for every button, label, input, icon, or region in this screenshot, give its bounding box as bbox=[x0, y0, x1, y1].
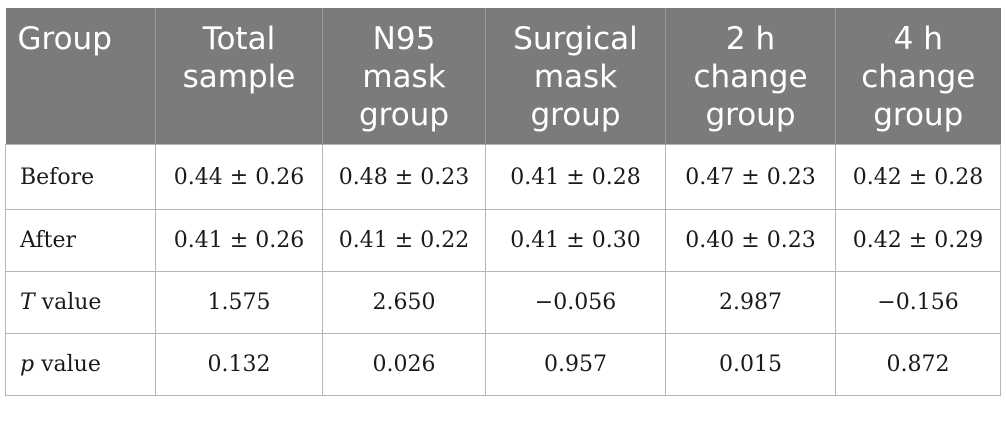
header-row: Group Total sample N95 mask group Surgic… bbox=[5, 8, 1001, 145]
cell-p-2h: 0.015 bbox=[665, 333, 836, 396]
row-label-p-value: p value bbox=[5, 333, 156, 396]
row-label-before: Before bbox=[5, 144, 156, 210]
row-label-p-italic: p bbox=[20, 352, 35, 377]
row-label-t-italic: T bbox=[20, 290, 35, 315]
cell-after-4h: 0.42 ± 0.29 bbox=[835, 209, 1001, 272]
table-row-after: After 0.41 ± 0.26 0.41 ± 0.22 0.41 ± 0.3… bbox=[5, 209, 1001, 272]
row-label-after: After bbox=[5, 209, 156, 272]
header-2h-change-group: 2 h change group bbox=[665, 8, 836, 145]
cell-p-surgical: 0.957 bbox=[485, 333, 666, 396]
cell-after-surgical: 0.41 ± 0.30 bbox=[485, 209, 666, 272]
cell-p-n95: 0.026 bbox=[322, 333, 486, 396]
header-2h-line-2: change bbox=[693, 59, 808, 95]
cell-t-surgical: −0.056 bbox=[485, 271, 666, 334]
cell-t-total: 1.575 bbox=[155, 271, 323, 334]
cell-before-n95: 0.48 ± 0.23 bbox=[322, 144, 486, 210]
header-2h-line-1: 2 h bbox=[725, 21, 776, 57]
cell-after-2h: 0.40 ± 0.23 bbox=[665, 209, 836, 272]
header-surgical-line-1: Surgical bbox=[513, 21, 638, 57]
header-n95-line-1: N95 bbox=[372, 21, 436, 57]
row-label-p-rest: value bbox=[34, 352, 101, 377]
header-total-sample: Total sample bbox=[155, 8, 323, 145]
cell-t-2h: 2.987 bbox=[665, 271, 836, 334]
header-4h-line-1: 4 h bbox=[893, 21, 943, 57]
header-surgical-line-2: mask bbox=[533, 59, 618, 95]
table-row-t-value: T value 1.575 2.650 −0.056 2.987 −0.156 bbox=[5, 271, 1001, 334]
cell-before-surgical: 0.41 ± 0.28 bbox=[485, 144, 666, 210]
header-4h-line-3: group bbox=[873, 97, 964, 133]
cell-after-n95: 0.41 ± 0.22 bbox=[322, 209, 486, 272]
cell-p-4h: 0.872 bbox=[835, 333, 1001, 396]
header-4h-change-group: 4 h change group bbox=[835, 8, 1001, 145]
cell-after-total: 0.41 ± 0.26 bbox=[155, 209, 323, 272]
header-n95-line-3: group bbox=[358, 97, 450, 133]
header-n95-mask-group: N95 mask group bbox=[322, 8, 486, 145]
header-group: Group bbox=[5, 8, 156, 145]
header-n95-line-2: mask bbox=[362, 59, 446, 95]
cell-before-4h: 0.42 ± 0.28 bbox=[835, 144, 1001, 210]
header-group-label: Group bbox=[17, 21, 112, 57]
cell-p-total: 0.132 bbox=[155, 333, 323, 396]
cell-before-2h: 0.47 ± 0.23 bbox=[665, 144, 836, 210]
row-label-t-rest: value bbox=[34, 290, 102, 315]
table-row-before: Before 0.44 ± 0.26 0.48 ± 0.23 0.41 ± 0.… bbox=[5, 144, 1001, 210]
cell-t-4h: −0.156 bbox=[835, 271, 1001, 334]
row-label-t-value: T value bbox=[5, 271, 156, 334]
header-surgical-line-3: group bbox=[530, 97, 621, 133]
header-total-sample-line-1: Total bbox=[202, 21, 276, 57]
cell-t-n95: 2.650 bbox=[322, 271, 486, 334]
results-table-container: Group Total sample N95 mask group Surgic… bbox=[5, 8, 1001, 396]
table-row-p-value: p value 0.132 0.026 0.957 0.015 0.872 bbox=[5, 333, 1001, 396]
results-table: Group Total sample N95 mask group Surgic… bbox=[5, 8, 1001, 396]
header-4h-line-2: change bbox=[861, 59, 976, 95]
cell-before-total: 0.44 ± 0.26 bbox=[155, 144, 323, 210]
header-total-sample-line-2: sample bbox=[182, 59, 296, 95]
header-surgical-mask-group: Surgical mask group bbox=[485, 8, 666, 145]
header-2h-line-3: group bbox=[705, 97, 796, 133]
